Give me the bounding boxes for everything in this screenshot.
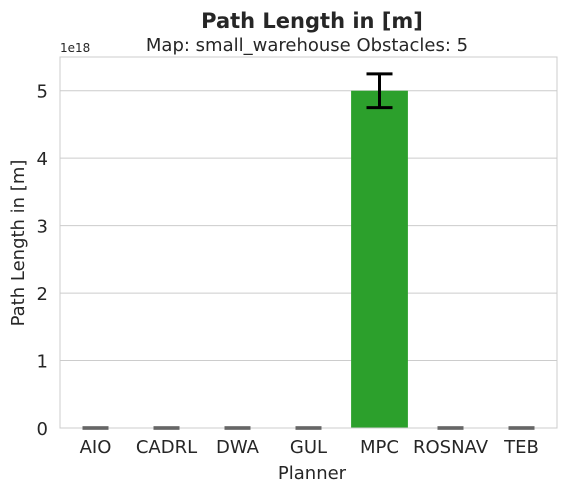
- gridlines: [60, 90, 557, 429]
- plot-frame: [59, 56, 558, 429]
- y-tick-label-4: 4: [37, 149, 48, 170]
- chart-title: Path Length in [m]: [201, 9, 423, 33]
- x-axis-label: Planner: [278, 463, 347, 484]
- bar-mpc: [351, 90, 408, 429]
- y-axis-label: Path Length in [m]: [8, 160, 29, 327]
- y-tick-label-3: 3: [37, 217, 48, 238]
- x-tick-label-gul: GUL: [290, 437, 327, 458]
- x-tick-label-rosnav: ROSNAV: [413, 437, 489, 458]
- error-bars: [82, 72, 535, 430]
- y-tick-labels: 0 1 2 3 4 5: [37, 82, 48, 440]
- chart-subtitle: Map: small_warehouse Obstacles: 5: [146, 35, 468, 56]
- x-tick-label-mpc: MPC: [360, 437, 399, 458]
- y-tick-label-1: 1: [37, 352, 48, 373]
- x-tick-label-dwa: DWA: [216, 437, 260, 458]
- y-tick-label-0: 0: [37, 419, 48, 440]
- x-tick-label-cadrl: CADRL: [136, 437, 197, 458]
- x-tick-label-aio: AIO: [80, 437, 112, 458]
- x-tick-label-teb: TEB: [503, 437, 539, 458]
- x-tick-labels: AIO CADRL DWA GUL MPC ROSNAV TEB: [80, 437, 539, 458]
- y-tick-label-2: 2: [37, 284, 48, 305]
- bars: [351, 90, 408, 429]
- y-offset-label: 1e18: [60, 41, 90, 55]
- y-tick-label-5: 5: [37, 82, 48, 103]
